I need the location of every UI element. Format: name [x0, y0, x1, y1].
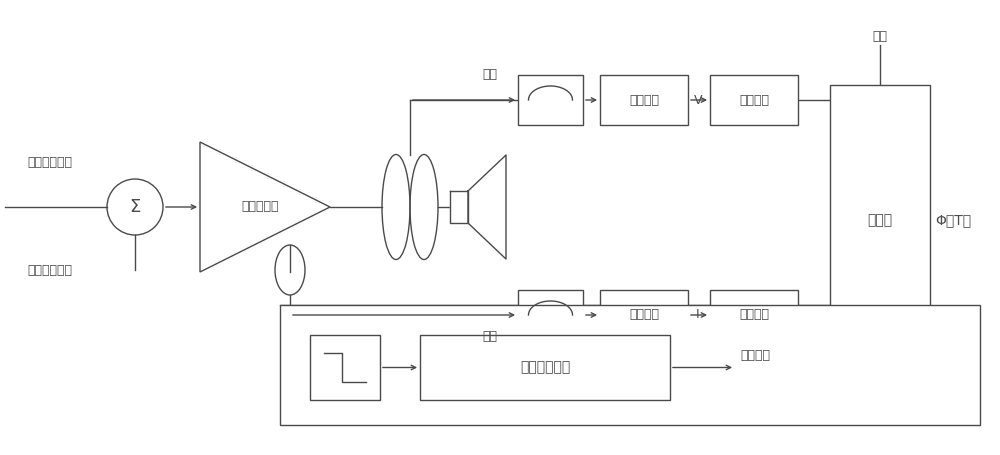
Text: 相位温度转换: 相位温度转换: [520, 360, 570, 374]
Bar: [710, 290, 798, 340]
Text: Φ（T）: Φ（T）: [935, 213, 971, 227]
Text: 电流放大: 电流放大: [629, 308, 659, 322]
Text: I: I: [696, 308, 700, 322]
Text: 超声信号输入: 超声信号输入: [28, 263, 72, 277]
Text: 电流: 电流: [482, 330, 498, 344]
Text: V: V: [694, 93, 702, 106]
Text: 功率放大器: 功率放大器: [241, 201, 279, 213]
Bar: [518, 75, 583, 125]
Text: 过零检测: 过零检测: [739, 93, 769, 106]
Text: 过零检测: 过零检测: [739, 308, 769, 322]
Text: 温度输出: 温度输出: [740, 349, 770, 362]
Text: 计数器: 计数器: [867, 213, 893, 227]
Bar: [600, 75, 688, 125]
Text: Σ: Σ: [129, 198, 141, 216]
Bar: [280, 305, 980, 425]
Polygon shape: [450, 191, 468, 223]
Bar: [600, 290, 688, 340]
Bar: [420, 335, 670, 400]
Text: 时钟: 时钟: [872, 30, 888, 44]
Bar: [710, 75, 798, 125]
Text: 电压: 电压: [482, 69, 498, 81]
Bar: [310, 335, 380, 400]
Bar: [518, 290, 583, 340]
Polygon shape: [468, 155, 506, 259]
Bar: [830, 85, 930, 355]
Text: 电压放大: 电压放大: [629, 93, 659, 106]
Text: 音频信号输入: 音频信号输入: [28, 156, 72, 168]
